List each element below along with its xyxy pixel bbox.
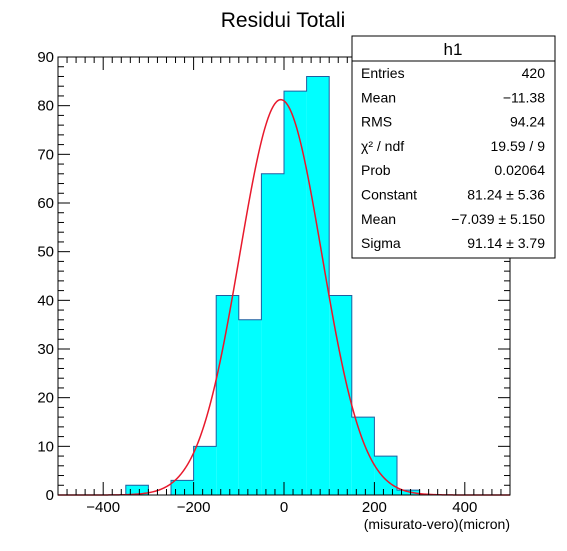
stats-row-label: RMS (361, 114, 392, 130)
stats-row-value: 91.14 ± 3.79 (467, 235, 545, 251)
stats-row-value: 19.59 / 9 (491, 138, 546, 154)
histogram-bar (397, 490, 420, 495)
y-tick-label: 90 (37, 49, 54, 66)
histogram-bar (238, 319, 262, 495)
y-tick-label: 80 (37, 98, 54, 115)
stats-row-label: Sigma (361, 235, 401, 251)
y-tick-label: 20 (37, 390, 54, 407)
stats-row-label: χ² / ndf (361, 138, 404, 154)
stats-row-label: Entries (361, 65, 405, 81)
chart-title: Residui Totali (221, 9, 346, 32)
y-tick-label: 0 (46, 487, 54, 504)
stats-rows: Entries 420 Mean −11.38 RMS 94.24 χ² / ndf 19.5… (361, 65, 545, 251)
stats-row-value: −7.039 ± 5.150 (451, 211, 545, 227)
y-tick-label: 30 (37, 341, 54, 358)
stats-box: h1 Entries 420 Mean −11.38 RMS 94.24 χ² / ndf 1… (351, 35, 556, 259)
histogram-bar (216, 295, 239, 495)
histogram-bar (306, 76, 330, 495)
stats-row-value: 81.24 ± 5.36 (467, 187, 545, 203)
x-tick-label: −400 (86, 499, 120, 516)
x-tick-label: 400 (452, 499, 477, 516)
y-tick-label: 60 (37, 195, 54, 212)
x-tick-label: 0 (280, 499, 288, 516)
histogram-bar (125, 485, 149, 495)
histogram-bar (261, 173, 284, 496)
stats-row-label: Mean (361, 89, 396, 105)
y-tick-label: 50 (37, 244, 54, 261)
y-tick-label: 40 (37, 292, 54, 309)
stats-row-value: 0.02064 (494, 162, 545, 178)
stats-row-value: 420 (522, 65, 546, 81)
histogram-bar (351, 417, 375, 495)
axes: 0 10 20 30 40 50 60 70 80 90 −400 −200 0 200 400 (37, 49, 511, 516)
stats-row-label: Prob (361, 162, 391, 178)
stats-row-value: 94.24 (510, 114, 545, 130)
histogram-bar (171, 480, 194, 495)
stats-row-value: −11.38 (503, 89, 545, 105)
stats-box-frame (351, 35, 556, 259)
y-tick-label: 10 (37, 438, 54, 455)
x-tick-label: 200 (362, 499, 387, 516)
y-tick-label: 70 (37, 146, 54, 163)
stats-row-label: Constant (361, 187, 417, 203)
histogram-bar (193, 446, 217, 495)
histogram-bar (329, 295, 352, 495)
histogram-bar (284, 91, 307, 496)
stats-box-title: h1 (444, 40, 463, 59)
x-axis-label: (misurato-vero)(micron) (364, 516, 510, 532)
x-tick-label: −200 (177, 499, 211, 516)
stats-row-label: Mean (361, 211, 396, 227)
histogram-bar (374, 456, 397, 495)
